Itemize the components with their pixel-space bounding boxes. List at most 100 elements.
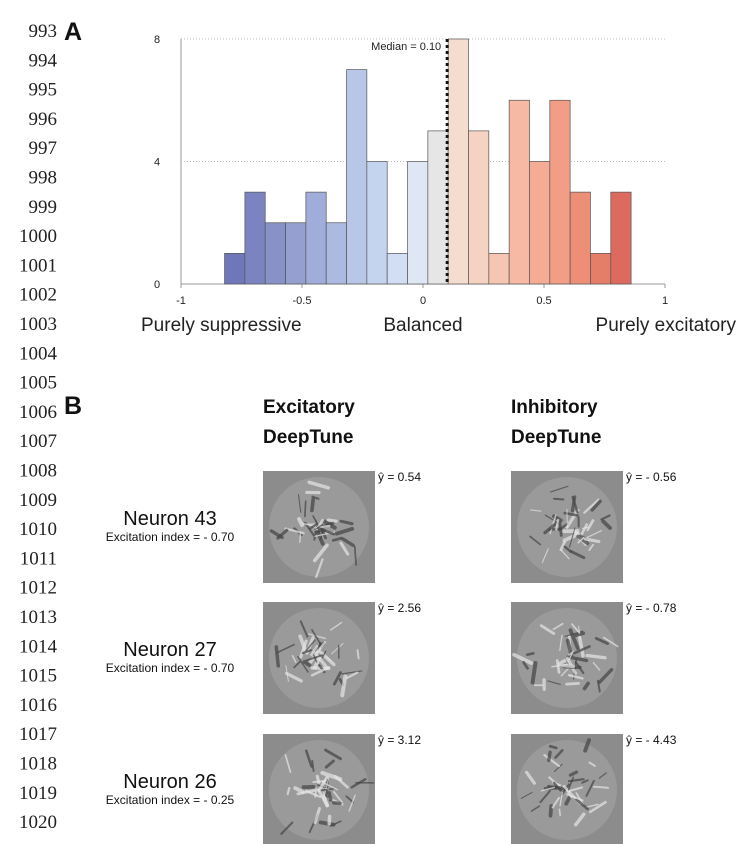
image-stroke [308, 633, 326, 640]
line-number: 1001 [19, 255, 57, 276]
deeptune-image [263, 602, 375, 714]
deeptune-image [511, 602, 623, 714]
image-stroke [559, 634, 563, 652]
image-stroke [304, 789, 322, 799]
image-stroke [320, 770, 343, 782]
image-stroke [560, 668, 569, 677]
deeptune-image [263, 471, 375, 583]
image-stroke [522, 661, 529, 670]
image-stroke [567, 776, 575, 791]
image-stroke [586, 519, 595, 532]
image-stroke [565, 508, 580, 529]
line-number: 996 [29, 109, 58, 130]
line-number: 1016 [19, 695, 57, 716]
bar [386, 253, 408, 285]
image-stroke [582, 681, 590, 691]
image-stroke [577, 635, 585, 658]
image-stroke [326, 656, 332, 662]
image-stroke [324, 759, 335, 769]
image-stroke [297, 517, 305, 528]
image-stroke [571, 495, 579, 514]
image-stroke [285, 671, 303, 683]
line-number: 994 [29, 50, 58, 71]
image-stroke [322, 519, 337, 530]
bar [549, 99, 571, 285]
x-tick-label: 0.5 [536, 295, 551, 307]
image-stroke [570, 623, 581, 634]
image-stroke [562, 532, 581, 543]
image-stroke [565, 789, 573, 799]
image-stroke [315, 654, 329, 670]
image-stroke [315, 774, 321, 785]
excitation-index: Excitation index = - 0.70 [106, 661, 235, 675]
bar [366, 161, 388, 285]
y-tick-label: 0 [154, 279, 160, 291]
column-header: DeepTune [511, 427, 601, 448]
image-stroke [276, 643, 295, 654]
neuron-name: Neuron 26 [123, 771, 216, 793]
image-stroke [530, 660, 538, 685]
image-stroke [588, 543, 595, 551]
image-stroke [327, 791, 333, 802]
image-stroke [310, 497, 315, 513]
image-stroke [356, 649, 360, 660]
image-stroke [601, 519, 612, 530]
image-stroke [592, 661, 601, 671]
image-stroke [525, 770, 536, 785]
axis-label: Balanced [383, 315, 462, 336]
image-stroke [585, 653, 607, 660]
image-stroke [314, 523, 324, 530]
line-number: 1006 [19, 402, 57, 423]
image-stroke [543, 521, 559, 535]
bar [590, 253, 612, 285]
line-number: 1005 [19, 373, 57, 394]
image-stroke [565, 682, 580, 686]
prediction-label: ŷ = 3.12 [378, 733, 421, 747]
line-number: 1007 [19, 431, 57, 452]
bar [569, 191, 591, 285]
image-stroke [332, 671, 342, 686]
line-number: 1017 [19, 724, 57, 745]
image-stroke [568, 650, 574, 661]
line-number: 1015 [19, 666, 57, 687]
prediction-label: ŷ = - 0.78 [626, 601, 677, 615]
image-stroke [298, 634, 308, 654]
column-header: DeepTune [263, 427, 353, 448]
image-stroke [577, 536, 585, 544]
image-stroke [562, 664, 576, 668]
image-stroke [329, 820, 342, 827]
image-stroke [310, 644, 319, 657]
image-stroke [568, 527, 576, 548]
image-stroke [324, 748, 342, 761]
image-stroke [341, 537, 355, 547]
bar [244, 191, 266, 285]
image-stroke [553, 763, 563, 773]
image-stroke [308, 523, 318, 530]
line-number: 1019 [19, 783, 57, 804]
image-stroke [540, 786, 556, 792]
image-stroke [539, 789, 551, 804]
image-stroke [572, 645, 591, 655]
image-stroke [339, 519, 354, 526]
axis-label: Purely excitatory [596, 315, 737, 336]
image-stroke [530, 509, 542, 512]
bar [529, 161, 551, 285]
image-stroke [574, 631, 586, 637]
image-stroke [274, 645, 281, 668]
bar [305, 191, 327, 285]
line-number: 1010 [19, 519, 57, 540]
image-stroke [554, 749, 564, 759]
image-stroke [297, 494, 302, 513]
line-number: 1003 [19, 314, 57, 335]
excitation-index: Excitation index = - 0.25 [106, 793, 235, 807]
image-stroke [315, 558, 324, 579]
x-tick-label: 0 [420, 295, 426, 307]
image-stroke [581, 779, 589, 784]
image-stroke [600, 514, 611, 521]
image-stroke [530, 805, 541, 812]
image-stroke [345, 795, 355, 804]
image-stroke [321, 794, 330, 808]
image-stroke [586, 530, 603, 539]
prediction-label: ŷ = 0.54 [378, 470, 421, 484]
